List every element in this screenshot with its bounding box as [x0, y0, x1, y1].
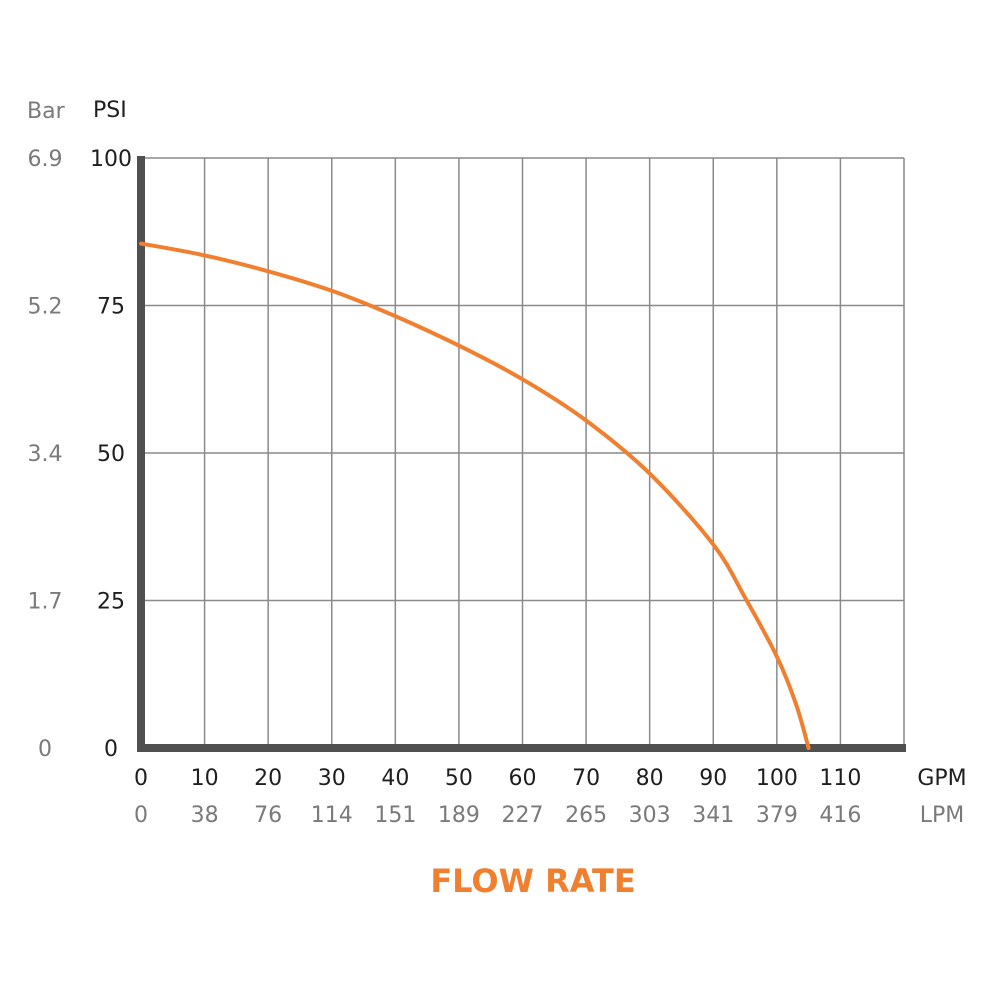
x-tick-label-lpm: 189	[438, 803, 480, 828]
x-tick-label-gpm: 30	[318, 766, 346, 791]
y-tick-label-bar: 3.4	[28, 442, 63, 467]
curve-layer	[139, 241, 811, 750]
x-tick-label-lpm: 227	[502, 803, 544, 828]
bar-unit-label: Bar	[27, 99, 66, 124]
gpm-unit-label: GPM	[917, 766, 966, 791]
x-tick-label-lpm: 265	[565, 803, 607, 828]
x-tick-label-lpm: 341	[692, 803, 734, 828]
y-tick-label-psi: 25	[97, 590, 125, 615]
x-tick-label-lpm: 151	[374, 803, 416, 828]
x-tick-label-lpm: 416	[819, 803, 861, 828]
x-tick-label-gpm: 110	[819, 766, 861, 791]
tick-labels: 00251.7503.4755.21006.900103820763011440…	[28, 147, 862, 828]
x-tick-label-gpm: 10	[191, 766, 219, 791]
lpm-unit-label: LPM	[920, 803, 965, 828]
x-tick-label-lpm: 379	[756, 803, 798, 828]
x-tick-label-gpm: 40	[381, 766, 409, 791]
y-tick-label-psi: 50	[97, 442, 125, 467]
x-tick-label-lpm: 303	[629, 803, 671, 828]
axes	[137, 156, 906, 752]
y-tick-label-psi: 0	[104, 737, 118, 762]
x-tick-label-gpm: 60	[509, 766, 537, 791]
y-tick-label-bar: 1.7	[28, 590, 63, 615]
y-tick-label-psi: 75	[97, 295, 125, 320]
y-tick-label-bar: 6.9	[28, 147, 63, 172]
x-tick-label-gpm: 0	[134, 766, 148, 791]
x-tick-label-lpm: 76	[254, 803, 282, 828]
pump-curve-line	[139, 241, 811, 750]
grid	[141, 157, 905, 748]
x-tick-label-gpm: 100	[756, 766, 798, 791]
chart-title: FLOW RATE	[430, 862, 635, 900]
x-tick-label-gpm: 90	[699, 766, 727, 791]
x-tick-label-gpm: 70	[572, 766, 600, 791]
x-tick-label-lpm: 38	[191, 803, 219, 828]
y-tick-label-bar: 5.2	[28, 295, 63, 320]
psi-unit-label: PSI	[93, 98, 127, 123]
x-tick-label-gpm: 50	[445, 766, 473, 791]
y-tick-label-bar: 0	[38, 737, 52, 762]
x-tick-label-gpm: 20	[254, 766, 282, 791]
x-tick-label-lpm: 0	[134, 803, 148, 828]
y-tick-label-psi: 100	[90, 147, 132, 172]
x-tick-label-gpm: 80	[636, 766, 664, 791]
x-tick-label-lpm: 114	[311, 803, 353, 828]
